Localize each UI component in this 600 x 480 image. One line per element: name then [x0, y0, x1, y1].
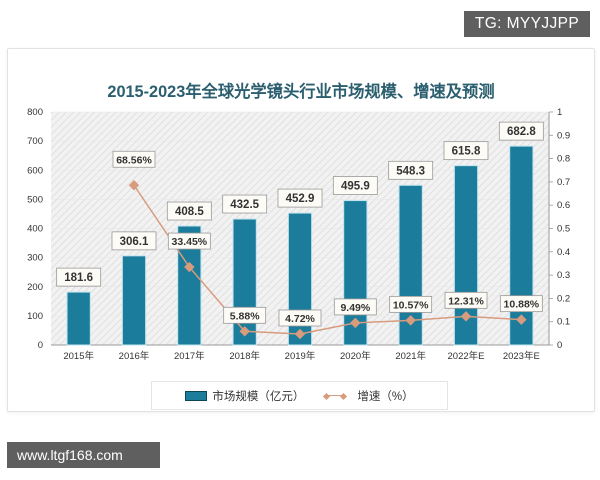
svg-text:600: 600	[27, 165, 43, 176]
svg-text:2021年: 2021年	[395, 350, 426, 362]
svg-text:0.2: 0.2	[557, 293, 570, 304]
svg-text:2017年: 2017年	[174, 350, 205, 362]
svg-text:700: 700	[27, 136, 43, 147]
svg-text:0.5: 0.5	[557, 224, 570, 235]
svg-text:100: 100	[27, 311, 43, 322]
svg-text:0: 0	[557, 340, 562, 351]
svg-text:408.5: 408.5	[175, 206, 204, 218]
svg-text:0.8: 0.8	[557, 154, 570, 165]
svg-text:2019年: 2019年	[285, 350, 316, 362]
svg-text:2022年E: 2022年E	[448, 350, 485, 362]
svg-text:10.57%: 10.57%	[393, 299, 429, 311]
svg-text:548.3: 548.3	[396, 165, 425, 177]
svg-text:400: 400	[27, 224, 43, 235]
svg-text:432.5: 432.5	[230, 199, 259, 211]
svg-text:0: 0	[38, 340, 43, 351]
svg-text:9.49%: 9.49%	[340, 302, 370, 314]
svg-text:0.3: 0.3	[557, 270, 570, 281]
svg-text:300: 300	[27, 253, 43, 264]
svg-text:306.1: 306.1	[120, 236, 149, 248]
svg-text:0.6: 0.6	[557, 200, 570, 211]
svg-text:0.9: 0.9	[557, 130, 570, 141]
svg-text:68.56%: 68.56%	[116, 154, 152, 166]
svg-text:1: 1	[557, 107, 562, 118]
svg-text:0.1: 0.1	[557, 317, 570, 328]
svg-text:800: 800	[27, 107, 43, 118]
svg-text:33.45%: 33.45%	[172, 236, 208, 248]
svg-text:12.31%: 12.31%	[448, 295, 484, 307]
svg-text:2023年E: 2023年E	[503, 350, 540, 362]
svg-text:181.6: 181.6	[64, 272, 93, 284]
svg-text:0.4: 0.4	[557, 247, 570, 258]
svg-text:0.7: 0.7	[557, 177, 570, 188]
svg-text:2015年: 2015年	[63, 350, 94, 362]
svg-text:200: 200	[27, 282, 43, 293]
svg-text:682.8: 682.8	[507, 126, 536, 138]
svg-text:2020年: 2020年	[340, 350, 371, 362]
svg-text:2016年: 2016年	[119, 350, 150, 362]
svg-text:5.88%: 5.88%	[230, 310, 260, 322]
svg-text:495.9: 495.9	[341, 181, 370, 193]
svg-text:500: 500	[27, 194, 43, 205]
svg-text:2018年: 2018年	[229, 350, 260, 362]
svg-text:615.8: 615.8	[452, 146, 481, 158]
svg-text:4.72%: 4.72%	[285, 313, 315, 325]
svg-text:452.9: 452.9	[286, 193, 315, 205]
svg-text:10.88%: 10.88%	[504, 299, 540, 311]
